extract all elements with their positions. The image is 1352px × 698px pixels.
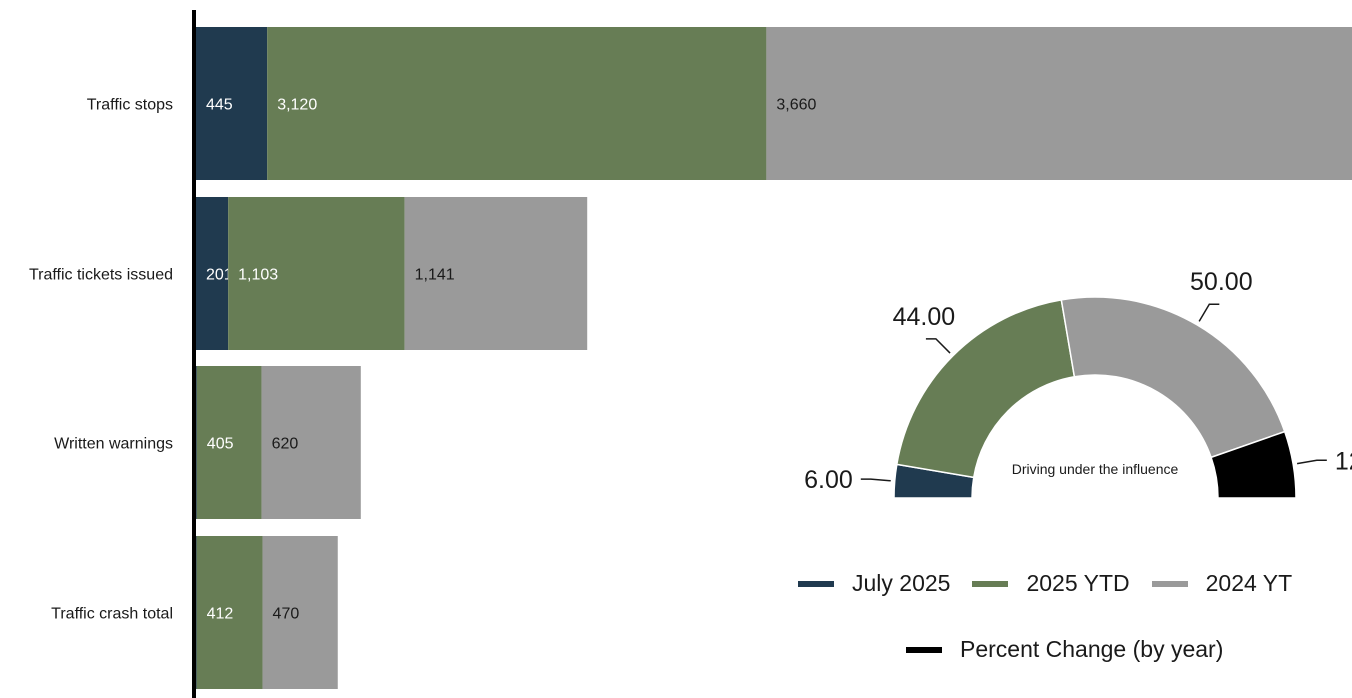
legend-swatch	[798, 580, 834, 587]
bar-segment	[766, 27, 1352, 180]
legend-item: Percent Change (by year)	[906, 636, 1223, 663]
data-label: 3,120	[277, 97, 317, 114]
data-label: 470	[273, 606, 300, 623]
data-label: 1,141	[415, 267, 455, 284]
legend-label: July 2025	[852, 570, 951, 596]
category-label: Traffic crash total	[51, 606, 173, 623]
bar-segment	[196, 27, 268, 180]
bar-segment	[228, 197, 405, 350]
legend-percent-change: Percent Change (by year)	[906, 636, 1245, 663]
donut-center-label: Driving under the influence	[1012, 461, 1179, 477]
legend-label: Percent Change (by year)	[960, 636, 1224, 662]
stacked-bar-chart: Traffic stops 445 3,120 3,660 Traffic ticket…	[29, 10, 1352, 698]
slice-leader-line	[1198, 303, 1220, 322]
slice-leader-line	[860, 478, 891, 482]
bar-segment	[196, 366, 262, 519]
data-label: 412	[207, 606, 234, 623]
data-label: 201	[206, 267, 233, 284]
bar-segment	[261, 366, 361, 519]
data-label: 405	[207, 436, 234, 453]
slice-label: 50.00	[1190, 268, 1253, 296]
bar-segment	[196, 197, 229, 350]
category-label: Traffic tickets issued	[29, 267, 173, 284]
data-label: 1,103	[238, 267, 278, 284]
legend-swatch	[972, 580, 1009, 587]
bar-segment	[262, 536, 338, 689]
bar-segment	[196, 366, 197, 519]
donut-slice	[1210, 430, 1297, 499]
legend-label: 2024 YT	[1205, 570, 1293, 596]
dui-half-donut-chart: 6.00 44.00 50.00 12. Driving under the influ…	[804, 268, 1352, 499]
slice-label: 6.00	[804, 466, 853, 494]
legend-item: 2024 YT	[1151, 570, 1293, 597]
data-label: 3,660	[776, 97, 816, 114]
bar-segment	[196, 536, 263, 689]
data-label: 620	[272, 436, 299, 453]
bar-segment	[196, 536, 197, 689]
legend-item: July 2025	[798, 570, 950, 597]
legend-item: 2025 YTD	[972, 570, 1130, 597]
bar-segment	[404, 197, 588, 350]
category-label: Traffic stops	[87, 97, 173, 114]
legend-swatch	[1151, 580, 1188, 587]
legend-swatch	[906, 646, 942, 653]
slice-label: 44.00	[893, 303, 956, 331]
legend-label: 2025 YTD	[1026, 570, 1130, 596]
slice-label: 12.	[1335, 447, 1352, 475]
slice-leader-line	[1296, 459, 1327, 465]
slice-leader-line	[925, 338, 951, 354]
data-label: 445	[206, 97, 233, 114]
legend: July 2025 2025 YTD 2024 YT	[798, 570, 1314, 597]
donut-slice	[1060, 296, 1286, 459]
category-label: Written warnings	[54, 436, 173, 453]
bar-segment	[267, 27, 767, 180]
